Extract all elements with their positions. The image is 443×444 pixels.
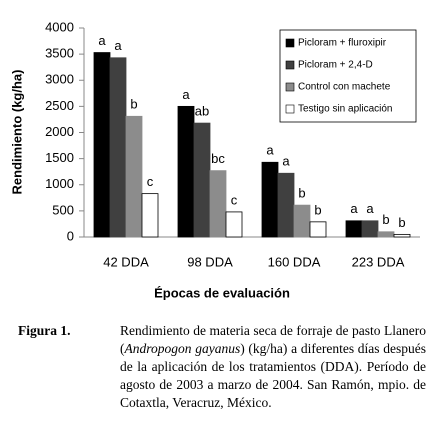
legend-swatch [285,38,295,48]
y-tick-label: 1000 [45,176,74,191]
legend-label: Testigo sin aplicación [298,104,393,115]
x-tick-label: 223 DDA [352,254,405,269]
significance-letter: b [130,97,137,112]
significance-letter: b [298,186,305,201]
bar [277,172,295,238]
bar [125,115,143,238]
legend-box [279,29,417,123]
caption-species: Andropogon gayanus [124,341,241,356]
significance-letter: a [182,87,190,102]
significance-letter: a [366,201,374,216]
bar [345,220,363,238]
chart: Épocas de evaluación Rendimiento (kg/ha)… [9,19,420,300]
legend-label: Control con machete [298,82,391,93]
x-tick-label: 42 DDA [103,254,149,269]
bar [393,233,411,238]
y-axis-label: Rendimiento (kg/ha) [9,70,24,195]
bar [293,204,311,238]
bar [261,161,279,238]
significance-letter: a [98,33,106,48]
bar [193,122,211,238]
y-tick-label: 2000 [45,124,74,139]
y-tick-label: 500 [52,202,74,217]
significance-letter: b [314,202,321,217]
legend-label: Picloram + 2,4-D [298,60,373,71]
significance-letter: b [398,215,405,230]
y-tick-label: 4000 [45,19,74,34]
bar [377,231,395,238]
bar [177,105,195,238]
x-axis-label: Épocas de evaluación [154,285,290,300]
legend-swatch [285,60,295,70]
y-tick-label: 0 [67,228,74,243]
bar [209,170,227,238]
bar [109,57,127,238]
caption-text: Rendimiento de materia seca de forraje d… [120,323,426,356]
bar [225,211,243,238]
legend-label: Picloram + fluroxipir [298,38,387,49]
bar [361,220,379,238]
y-tick-label: 3000 [45,72,74,87]
significance-letter: c [147,174,154,189]
bar [93,52,111,238]
significance-letter: a [266,143,274,158]
significance-letter: b [382,212,389,227]
y-tick-label: 3500 [45,46,74,61]
significance-letter: a [350,201,358,216]
y-tick-label: 1500 [45,150,74,165]
figure-label: Figura 1. [18,323,71,338]
significance-letter: a [114,38,122,53]
legend-swatch [285,104,295,114]
significance-letter: bc [211,151,225,166]
significance-letter: c [231,192,238,207]
caption-text: ) (kg/ha) a diferentes días después de l… [120,341,426,410]
caption: Rendimiento de materia seca de forraje d… [120,322,426,412]
legend-swatch [285,82,295,92]
x-tick-label: 160 DDA [268,254,321,269]
bar [141,193,159,238]
x-tick-label: 98 DDA [187,254,233,269]
significance-letter: a [282,154,290,169]
significance-letter: ab [195,104,209,119]
bar [309,221,327,238]
y-tick-label: 2500 [45,98,74,113]
